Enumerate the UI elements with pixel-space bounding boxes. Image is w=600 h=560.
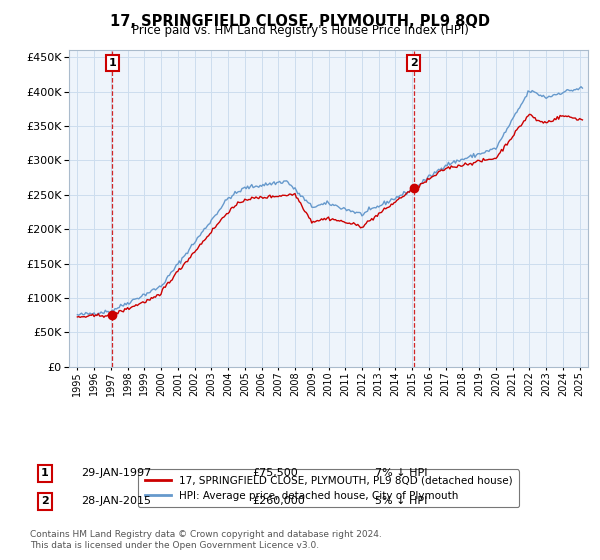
Legend: 17, SPRINGFIELD CLOSE, PLYMOUTH, PL9 8QD (detached house), HPI: Average price, d: 17, SPRINGFIELD CLOSE, PLYMOUTH, PL9 8QD… xyxy=(138,469,519,507)
Text: Contains HM Land Registry data © Crown copyright and database right 2024.: Contains HM Land Registry data © Crown c… xyxy=(30,530,382,539)
Text: 17, SPRINGFIELD CLOSE, PLYMOUTH, PL9 8QD: 17, SPRINGFIELD CLOSE, PLYMOUTH, PL9 8QD xyxy=(110,14,490,29)
Text: 1: 1 xyxy=(109,58,116,68)
Text: Price paid vs. HM Land Registry's House Price Index (HPI): Price paid vs. HM Land Registry's House … xyxy=(131,24,469,36)
Text: 29-JAN-1997: 29-JAN-1997 xyxy=(81,468,151,478)
Text: 28-JAN-2015: 28-JAN-2015 xyxy=(81,496,151,506)
Text: 7% ↓ HPI: 7% ↓ HPI xyxy=(375,468,427,478)
Text: This data is licensed under the Open Government Licence v3.0.: This data is licensed under the Open Gov… xyxy=(30,541,319,550)
Text: 5% ↓ HPI: 5% ↓ HPI xyxy=(375,496,427,506)
Text: 2: 2 xyxy=(41,496,49,506)
Text: £260,000: £260,000 xyxy=(252,496,305,506)
Text: 1: 1 xyxy=(41,468,49,478)
Text: 2: 2 xyxy=(410,58,418,68)
Text: £75,500: £75,500 xyxy=(252,468,298,478)
